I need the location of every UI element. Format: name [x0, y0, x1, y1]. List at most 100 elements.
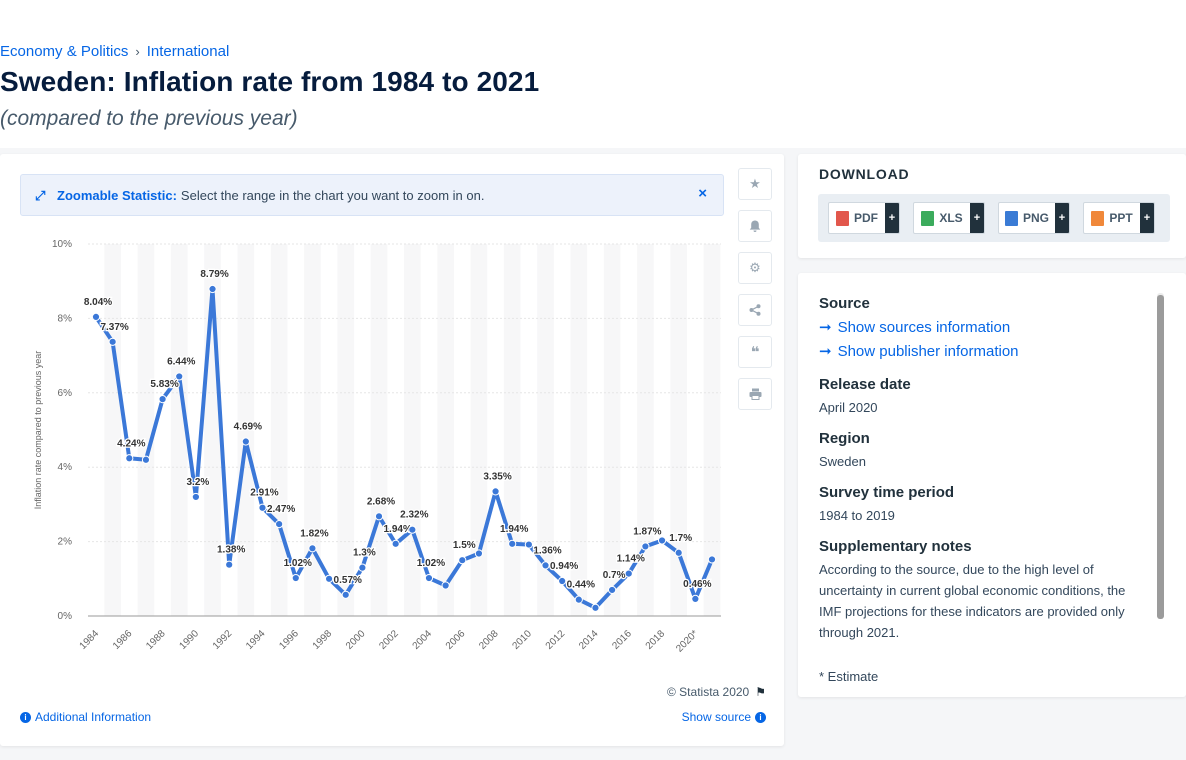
- chart-band: [304, 244, 321, 616]
- breadcrumb-separator: ›: [135, 44, 140, 59]
- show-source-link[interactable]: Show source i: [682, 710, 766, 724]
- chart-band: [370, 244, 388, 616]
- info-icon: i: [20, 711, 31, 723]
- breadcrumb-economy-politics[interactable]: Economy & Politics: [0, 43, 129, 60]
- chart-band: [470, 244, 488, 616]
- info-icon: i: [755, 711, 766, 723]
- chart-band: [603, 244, 621, 616]
- additional-information-link[interactable]: i Additional Information: [20, 710, 151, 724]
- quote-icon[interactable]: ❝: [738, 336, 772, 368]
- chart-toolbar: ★ ⚙ ❝: [738, 168, 772, 410]
- x-tick-label: 2008: [477, 628, 501, 652]
- data-point: [141, 455, 151, 464]
- flag-icon[interactable]: ⚑: [755, 685, 766, 699]
- data-point: [624, 569, 633, 578]
- data-label: 7.37%: [100, 322, 128, 333]
- show-sources-label: Show sources information: [837, 319, 1011, 336]
- data-point: [374, 512, 384, 521]
- show-sources-link[interactable]: ➞ Show sources information: [819, 316, 1139, 340]
- show-publisher-link[interactable]: ➞ Show publisher information: [819, 340, 1139, 364]
- chart-band: [270, 244, 288, 616]
- x-tick-label: 1990: [178, 628, 202, 652]
- release-date-heading: Release date: [819, 376, 911, 393]
- data-label: 1.87%: [633, 526, 661, 537]
- supplementary-notes-value: According to the source, due to the high…: [819, 562, 1126, 640]
- page-subtitle: (compared to the previous year): [0, 107, 298, 130]
- data-point: [391, 539, 400, 548]
- additional-information-label: Additional Information: [35, 710, 152, 724]
- data-point: [591, 603, 600, 612]
- x-tick-label: 1994: [244, 628, 268, 652]
- share-icon[interactable]: [738, 294, 772, 326]
- download-png-button[interactable]: PNG +: [998, 202, 1070, 234]
- data-label: 0.94%: [550, 561, 578, 572]
- supplementary-notes-heading: Supplementary notes: [819, 538, 972, 555]
- arrow-right-icon: ➞: [819, 343, 832, 360]
- data-point: [657, 536, 667, 545]
- close-icon[interactable]: ×: [698, 185, 707, 202]
- header-band: [0, 0, 1186, 148]
- data-label: 1.82%: [300, 528, 328, 539]
- chart-band: [437, 244, 454, 616]
- bell-icon[interactable]: [738, 210, 772, 242]
- y-axis-label: Inflation rate compared to previous year: [33, 351, 43, 510]
- scrollbar-thumb[interactable]: [1157, 295, 1164, 619]
- data-label: 1.94%: [500, 524, 528, 535]
- x-tick-label: 2016: [610, 628, 634, 652]
- y-tick-label: 0%: [58, 611, 73, 622]
- region-value: Sweden: [819, 454, 866, 469]
- data-point: [441, 581, 450, 590]
- data-point: [241, 437, 250, 446]
- data-label: 8.04%: [84, 297, 112, 308]
- info-scrollbar[interactable]: [1157, 293, 1164, 619]
- breadcrumb: Economy & Politics › International: [0, 43, 229, 60]
- x-tick-label: 1996: [277, 628, 301, 652]
- download-pdf-button[interactable]: PDF +: [828, 202, 900, 234]
- x-tick-label: 2006: [444, 628, 468, 652]
- zoom-title: Zoomable Statistic:: [57, 187, 177, 203]
- data-point: [158, 395, 167, 404]
- survey-period-heading: Survey time period: [819, 484, 955, 501]
- data-point: [408, 525, 417, 534]
- data-point: [175, 372, 184, 381]
- copyright-text[interactable]: © Statista 2020: [667, 685, 750, 699]
- x-tick-label: 2020*: [674, 628, 700, 654]
- gear-icon[interactable]: ⚙: [738, 252, 772, 284]
- data-point: [574, 595, 583, 604]
- png-file-icon: [1004, 210, 1018, 226]
- print-icon[interactable]: [738, 378, 772, 410]
- chart-band: [404, 244, 421, 616]
- data-point: [524, 540, 533, 549]
- data-label: 2.47%: [267, 504, 295, 515]
- x-tick-label: 1984: [78, 628, 102, 652]
- data-label: 0.46%: [683, 579, 711, 590]
- data-point: [608, 585, 617, 595]
- breadcrumb-international[interactable]: International: [146, 43, 230, 60]
- y-tick-label: 6%: [58, 388, 73, 399]
- line-chart[interactable]: 0% 2% 4% 6% 8% 10% Inflation rate compared to …: [0, 234, 730, 664]
- download-title: DOWNLOAD: [819, 166, 910, 182]
- data-point: [424, 573, 434, 583]
- chart-card: ⤢ Zoomable Statistic: Select the range i…: [0, 154, 784, 746]
- download-ppt-label: PPT: [1109, 211, 1133, 225]
- data-point: [324, 574, 334, 583]
- data-label: 2.91%: [250, 488, 278, 499]
- x-tick-label: 2010: [510, 628, 534, 652]
- data-point: [275, 520, 284, 529]
- star-icon[interactable]: ★: [738, 168, 772, 200]
- download-card: DOWNLOAD PDF + XLS + PNG + PPT +: [798, 154, 1186, 258]
- download-xls-button[interactable]: XLS +: [913, 202, 985, 234]
- data-label: 4.69%: [234, 422, 262, 433]
- data-point: [558, 576, 567, 586]
- chart-band: [503, 244, 521, 616]
- data-point: [474, 549, 484, 558]
- data-label: 1.7%: [669, 533, 692, 544]
- data-point: [358, 563, 367, 572]
- source-heading: Source: [819, 295, 870, 312]
- download-pdf-label: PDF: [854, 211, 878, 225]
- x-tick-label: 2012: [544, 628, 568, 652]
- data-point: [674, 548, 683, 557]
- zoom-text: Select the range in the chart you want t…: [180, 187, 485, 203]
- download-ppt-button[interactable]: PPT +: [1083, 202, 1155, 234]
- x-tick-label: 2002: [377, 628, 401, 652]
